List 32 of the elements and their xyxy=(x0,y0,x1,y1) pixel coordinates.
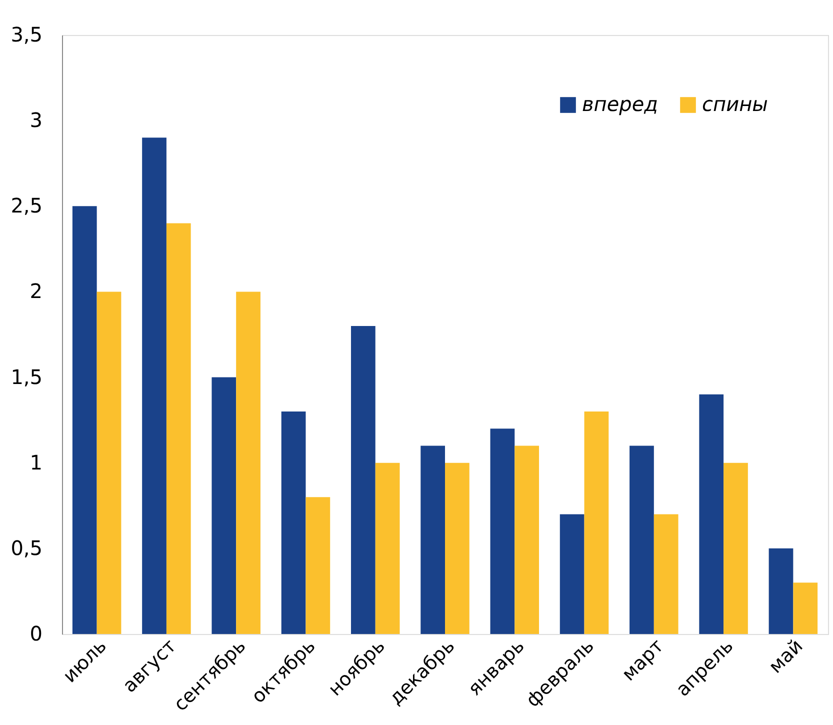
bar xyxy=(375,462,400,634)
bar xyxy=(560,514,584,634)
bar xyxy=(72,206,97,634)
bar xyxy=(420,446,445,634)
bar xyxy=(490,428,515,634)
bar xyxy=(584,412,609,634)
bar xyxy=(96,292,122,634)
bar xyxy=(166,223,191,634)
legend-label: вперед xyxy=(582,92,658,116)
y-tick-label: 1 xyxy=(30,450,42,474)
bar xyxy=(630,446,654,634)
bar xyxy=(236,292,260,634)
bar xyxy=(350,326,376,634)
y-tick-label: 3,5 xyxy=(10,22,42,46)
bar xyxy=(445,462,470,634)
y-tick-label: 2,5 xyxy=(10,194,42,218)
bar xyxy=(654,514,678,634)
bar xyxy=(142,138,166,634)
y-tick-label: 0 xyxy=(30,622,42,646)
y-tick-label: 0,5 xyxy=(10,536,42,560)
y-tick-label: 2 xyxy=(30,279,42,304)
bar xyxy=(212,377,236,634)
bar xyxy=(699,394,724,634)
legend-label: спины xyxy=(702,92,768,116)
bar xyxy=(281,412,306,634)
bar xyxy=(724,462,748,634)
y-tick-label: 3 xyxy=(30,108,42,132)
bar xyxy=(793,582,818,634)
bar xyxy=(306,497,330,634)
y-tick-label: 1,5 xyxy=(10,364,42,389)
bar xyxy=(514,446,540,634)
bar xyxy=(768,548,794,634)
